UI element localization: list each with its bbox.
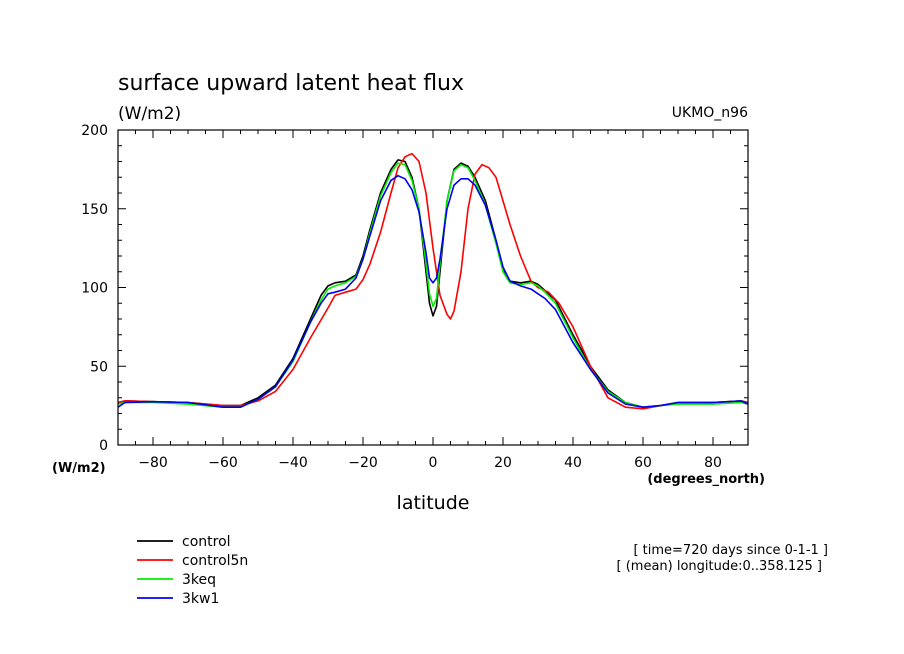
- x-axis-label: latitude: [397, 492, 470, 514]
- axis-tick-labels: −80 −60 −40 −20 0 20 40 60 80 0 50 100 150 200: [81, 123, 722, 471]
- x-tick-label: −60: [208, 455, 238, 471]
- x-tick-label: 60: [634, 455, 652, 471]
- x-tick-label: 20: [494, 455, 512, 471]
- axis-ticks: [117, 129, 749, 446]
- x-tick-label: 0: [429, 455, 438, 471]
- x-tick-label: 80: [704, 455, 722, 471]
- y-units-label: (W/m2): [52, 461, 106, 476]
- y-tick-label: 150: [81, 202, 108, 218]
- annotation-longitude: [ (mean) longitude:0..358.125 ]: [617, 559, 822, 574]
- legend-label-control: control: [182, 534, 231, 550]
- legend-label-control5n: control5n: [182, 553, 248, 569]
- x-tick-label: −40: [278, 455, 308, 471]
- chart-title: surface upward latent heat flux: [118, 71, 464, 96]
- y-tick-label: 0: [99, 438, 108, 454]
- series-line-3keq: [117, 162, 749, 409]
- legend-label-3keq: 3keq: [182, 572, 216, 588]
- series-line-control: [117, 159, 749, 409]
- x-tick-label: −20: [348, 455, 378, 471]
- y-tick-label: 50: [90, 359, 108, 375]
- legend: control control5n 3keq 3kw1: [137, 534, 248, 607]
- x-units-label: (degrees_north): [647, 472, 765, 487]
- series-line-control5n: [117, 152, 749, 410]
- series-line-3kw1: [117, 174, 749, 409]
- legend-label-3kw1: 3kw1: [182, 591, 219, 607]
- data-series: [117, 152, 749, 410]
- x-tick-label: 40: [564, 455, 582, 471]
- annotation-time: [ time=720 days since 0-1-1 ]: [633, 543, 828, 558]
- x-tick-label: −80: [138, 455, 168, 471]
- source-label: UKMO_n96: [672, 105, 748, 121]
- y-tick-label: 100: [81, 281, 108, 297]
- plot-frame: [117, 129, 749, 446]
- y-tick-label: 200: [81, 123, 108, 139]
- chart-units-label: (W/m2): [118, 104, 181, 124]
